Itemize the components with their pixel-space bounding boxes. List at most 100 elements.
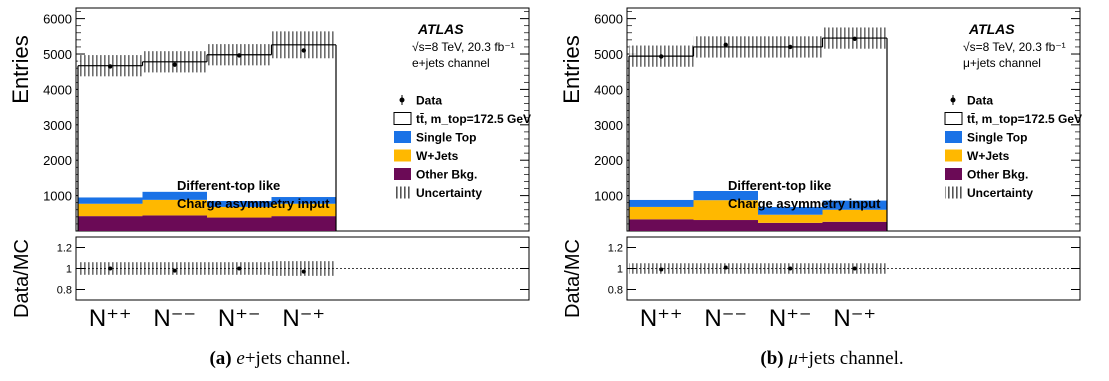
ratio-point (237, 266, 242, 271)
caption-b: (b) μ+jets channel. (760, 348, 904, 369)
bar-ttbar (629, 56, 694, 200)
ratio-y-tick-label: 1.2 (57, 243, 72, 255)
ratio-y-axis-label: Data/MC (11, 239, 33, 318)
x-tick-label: N⁺⁺ (640, 305, 683, 332)
ratio-point (108, 266, 113, 271)
legend-label-data: Data (967, 94, 993, 108)
legend-swatch-ttbar (393, 112, 412, 125)
data-point (852, 36, 857, 41)
bar-single_top (629, 199, 694, 207)
legend-swatch-wjets (394, 149, 411, 162)
legend-data-marker-dot (399, 97, 405, 103)
data-point (237, 53, 242, 58)
atlas-label: ATLAS (417, 21, 464, 37)
legend-swatch-wjets (945, 149, 962, 162)
ratio-point (852, 266, 857, 271)
legend-label-unc: Uncertainty (416, 186, 482, 200)
bar-wjets (693, 200, 758, 221)
chart-panel-b: 1000 2000 3000 4000 5000 6000 Entries N⁺⁺ N⁻⁻ N⁺⁻… (559, 7, 1082, 332)
y-tick-label: 5000 (594, 47, 623, 62)
y-tick-label: 6000 (594, 12, 623, 27)
legend-label-wjets: W+Jets (416, 149, 459, 163)
bar-single_top (693, 191, 758, 201)
data-point (172, 62, 177, 67)
data-point (788, 44, 793, 50)
ratio-y-tick-label: 1 (66, 264, 72, 276)
x-tick-label: N⁻⁻ (153, 305, 196, 332)
y-tick-label: 5000 (43, 47, 72, 62)
y-tick-label: 1000 (594, 189, 623, 204)
ratio-y-tick-label: 1 (617, 264, 623, 276)
legend-label-single_top: Single Top (967, 131, 1027, 145)
legend-label-ttbar: tt̄, m_top=172.5 GeV (416, 112, 531, 126)
legend-label-data: Data (416, 94, 442, 108)
y-tick-label: 2000 (43, 153, 72, 168)
bar-other (693, 220, 758, 231)
bar-ttbar (207, 54, 272, 201)
atlas-label: ATLAS (968, 21, 1015, 37)
annotation-line-1: Different-top like (177, 178, 280, 193)
data-point (301, 48, 306, 53)
y-tick-label: 6000 (43, 12, 72, 27)
channel-label: e+jets channel (412, 56, 490, 70)
bar-wjets (822, 209, 887, 222)
bar-other (271, 216, 336, 231)
ratio-y-axis-label: Data/MC (562, 239, 584, 318)
y-axis-label: Entries (8, 35, 33, 103)
energy-label: √s=8 TeV, 20.3 fb⁻¹ (412, 40, 515, 54)
ratio-y-tick-label: 1.2 (608, 243, 623, 255)
ratio-point (788, 266, 793, 271)
bar-other (78, 216, 143, 231)
x-tick-label: N⁺⁺ (89, 305, 132, 332)
bar-wjets (142, 199, 207, 216)
legend-swatch-single_top (945, 131, 962, 143)
bar-ttbar (142, 61, 207, 192)
bar-single_top (271, 197, 336, 204)
bar-wjets (271, 203, 336, 217)
bar-wjets (207, 206, 272, 218)
x-tick-label: N⁺⁻ (769, 305, 812, 332)
caption-a: (a) e+jets channel. (209, 348, 351, 369)
data-point (108, 64, 113, 69)
data-point (659, 54, 664, 59)
bar-wjets (758, 214, 823, 223)
legend-swatch-single_top (394, 131, 411, 143)
bar-ttbar (271, 44, 336, 198)
bar-other (207, 217, 272, 231)
energy-label: √s=8 TeV, 20.3 fb⁻¹ (963, 40, 1066, 54)
bar-ttbar (822, 38, 887, 201)
x-tick-label: N⁻⁺ (282, 305, 325, 332)
bar-other (758, 222, 823, 231)
bar-single_top (78, 197, 143, 204)
bar-ttbar (693, 46, 758, 192)
legend-label-other: Other Bkg. (416, 168, 477, 182)
bar-ttbar (78, 65, 143, 198)
annotation-line-2: Charge asymmetry input (728, 196, 881, 211)
annotation-line-2: Charge asymmetry input (177, 196, 330, 211)
annotation-line-1: Different-top like (728, 178, 831, 193)
x-tick-label: N⁻⁻ (704, 305, 747, 332)
legend-label-ttbar: tt̄, m_top=172.5 GeV (967, 112, 1082, 126)
legend-data-marker-dot (950, 97, 956, 103)
ratio-point (301, 269, 306, 274)
bar-other (629, 219, 694, 231)
legend-swatch-other (394, 168, 411, 180)
bar-wjets (629, 206, 694, 220)
bar-other (822, 221, 887, 231)
y-axis-label: Entries (559, 35, 584, 103)
ratio-y-tick-label: 0.8 (608, 285, 623, 297)
channel-label: μ+jets channel (963, 56, 1041, 70)
legend-swatch-ttbar (944, 112, 963, 125)
x-tick-label: N⁺⁻ (218, 305, 261, 332)
bar-single_top (142, 191, 207, 200)
legend-swatch-other (945, 168, 962, 180)
y-tick-label: 4000 (43, 82, 72, 97)
legend-label-other: Other Bkg. (967, 168, 1028, 182)
y-tick-label: 2000 (594, 153, 623, 168)
x-tick-label: N⁻⁺ (833, 305, 876, 332)
bar-single_top (758, 206, 823, 215)
bar-ttbar (758, 46, 823, 207)
legend-swatch-uncertainty (394, 186, 411, 199)
bar-single_top (822, 200, 887, 210)
chart-panel-a: 1000 2000 3000 4000 5000 6000 Entries N⁺⁺ N⁻⁻ N⁺⁻… (8, 7, 531, 332)
